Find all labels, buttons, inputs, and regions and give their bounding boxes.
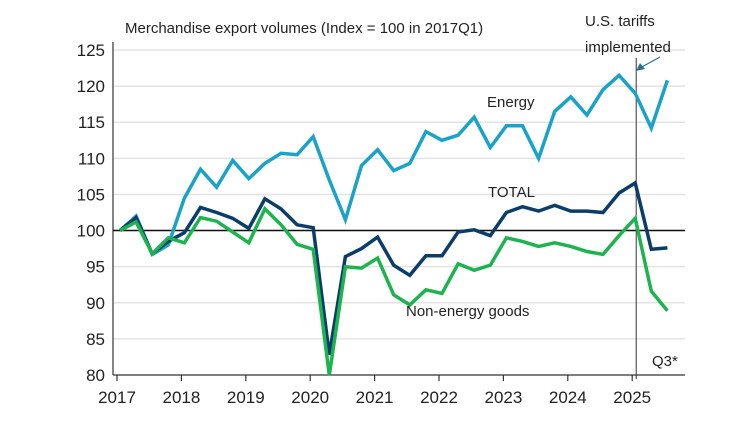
y-tick-label: 85	[86, 330, 105, 349]
y-tick-label: 120	[77, 77, 105, 96]
y-tick-label: 100	[77, 222, 105, 241]
series-line-non-energy-goods	[119, 205, 669, 376]
annotation-tariffs-line1: U.S. tariffs	[585, 13, 655, 30]
x-tick-label: 2023	[484, 388, 522, 407]
y-tick-label: 115	[78, 113, 105, 132]
x-tick-label: 2017	[98, 388, 136, 407]
y-tick-label: 110	[78, 149, 105, 168]
annotation-tariffs-line2: implemented	[585, 39, 671, 56]
x-tick-label: 2019	[227, 388, 265, 407]
y-tick-label: 95	[86, 258, 105, 277]
annotation-arrow	[639, 56, 661, 69]
annotation-q3: Q3*	[652, 353, 678, 370]
x-tick-label: 2018	[162, 388, 200, 407]
chart-title: Merchandise export volumes (Index = 100 …	[125, 20, 483, 37]
series-line-energy	[118, 72, 670, 257]
y-tick-label: 80	[86, 366, 105, 385]
y-tick-label: 125	[77, 41, 105, 60]
series-label-non-energy: Non-energy goods	[406, 303, 529, 320]
x-tick-label: 2024	[549, 388, 587, 407]
x-tick-label: 2020	[291, 388, 329, 407]
x-tick-label: 2022	[420, 388, 458, 407]
series-line-total	[118, 180, 668, 356]
x-tick-label: 2025	[613, 388, 651, 407]
series-label-total: TOTAL	[488, 184, 535, 201]
y-tick-label: 90	[86, 294, 105, 313]
x-tick-label: 2021	[356, 388, 394, 407]
y-tick-label: 105	[77, 185, 105, 204]
series-label-energy: Energy	[487, 94, 535, 111]
arrow-head-icon	[636, 63, 645, 71]
